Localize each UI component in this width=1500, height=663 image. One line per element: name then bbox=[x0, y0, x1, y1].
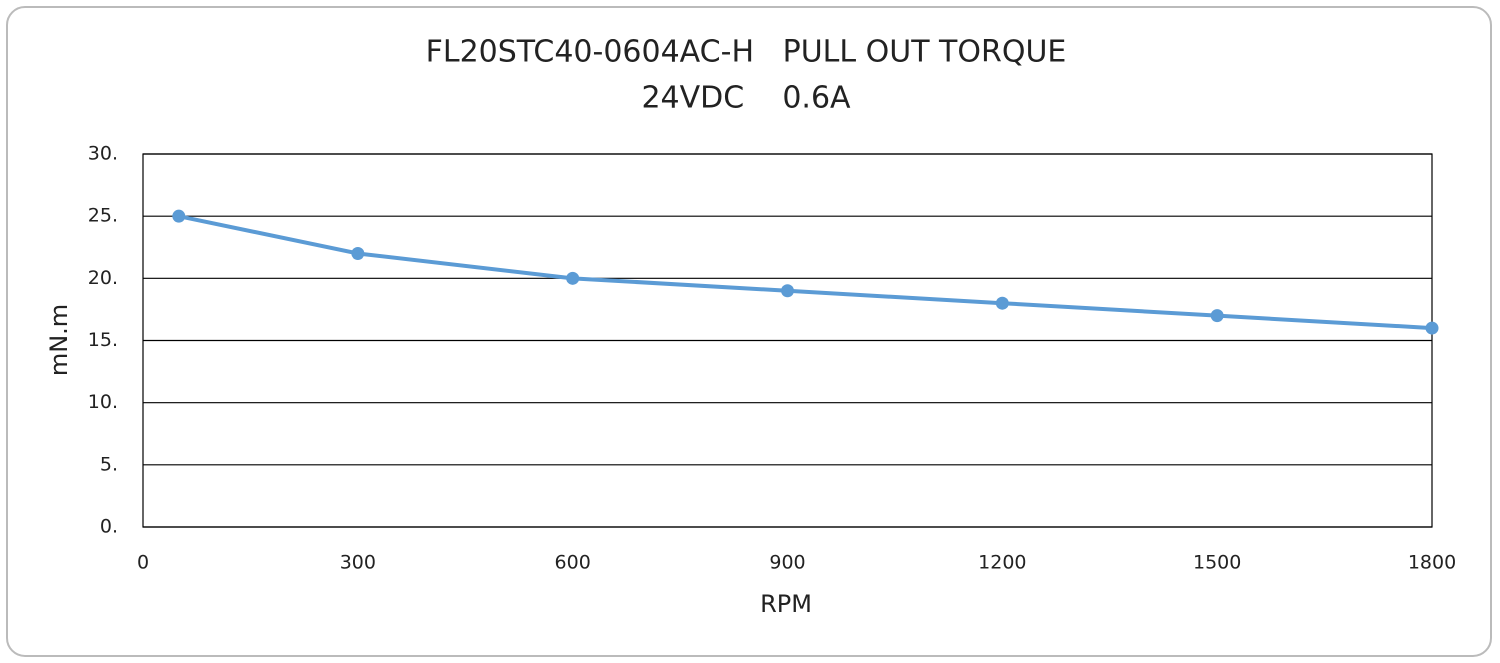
data-point bbox=[781, 284, 794, 298]
data-point bbox=[995, 296, 1009, 310]
data-point bbox=[1210, 309, 1224, 323]
chart-frame bbox=[6, 6, 1492, 657]
x-tick-label: 900 bbox=[769, 552, 805, 574]
data-point bbox=[566, 271, 580, 285]
y-tick-label: 30. bbox=[88, 143, 118, 165]
x-tick-label: 1800 bbox=[1408, 552, 1456, 574]
chart-subtitle: 24VDC 0.6A bbox=[641, 81, 851, 116]
x-tick-label: 1500 bbox=[1193, 552, 1241, 574]
data-point bbox=[351, 246, 365, 260]
x-tick-label: 0 bbox=[137, 552, 149, 574]
x-tick-label: 1200 bbox=[978, 552, 1026, 574]
y-tick-label: 10. bbox=[88, 391, 118, 413]
chart-title: FL20STC40-0604AC-H PULL OUT TORQUE bbox=[426, 35, 1067, 70]
data-point bbox=[1425, 321, 1439, 335]
x-tick-label: 600 bbox=[555, 552, 591, 574]
y-tick-label: 25. bbox=[88, 205, 118, 227]
y-tick-label: 0. bbox=[100, 516, 118, 538]
y-tick-label: 20. bbox=[88, 267, 118, 289]
y-axis-label: mN.m bbox=[45, 304, 73, 376]
data-point bbox=[172, 209, 186, 223]
x-axis-label: RPM bbox=[760, 590, 812, 618]
y-tick-label: 5. bbox=[100, 453, 118, 475]
y-tick-label: 15. bbox=[88, 329, 118, 351]
x-tick-label: 300 bbox=[340, 552, 376, 574]
